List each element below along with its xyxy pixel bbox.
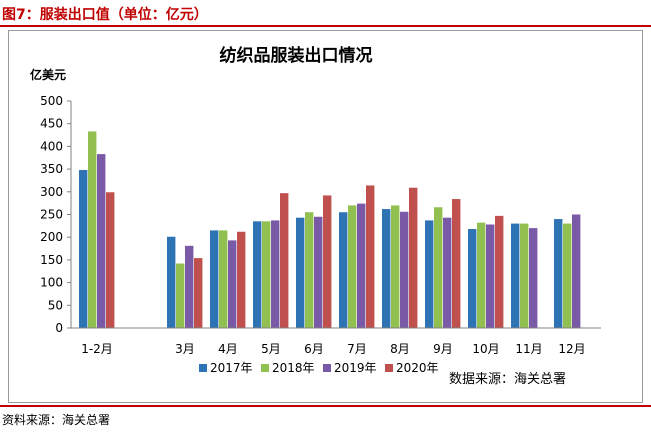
y-tick-label: 450	[40, 117, 63, 131]
legend-swatch	[199, 364, 207, 372]
bar-2018年-5月	[262, 221, 271, 328]
legend-label: 2019年	[334, 361, 377, 375]
bar-2020年-1-2月	[106, 192, 115, 328]
bar-2019年-12月	[572, 214, 581, 328]
bar-2018年-1-2月	[88, 131, 97, 328]
bar-2020年-5月	[280, 193, 289, 328]
bar-2017年-8月	[382, 209, 391, 328]
y-tick-label: 400	[40, 139, 63, 153]
bar-2017年-6月	[296, 217, 305, 328]
x-tick-label: 5月	[261, 342, 281, 356]
y-tick-label: 500	[40, 94, 63, 108]
x-tick-label: 1-2月	[81, 342, 113, 356]
bar-2017年-11月	[511, 223, 520, 328]
bar-2020年-10月	[495, 215, 504, 328]
bar-2018年-9月	[434, 207, 443, 328]
y-tick-label: 50	[48, 298, 63, 312]
bar-2019年-4月	[228, 240, 237, 328]
y-tick-label: 200	[40, 230, 63, 244]
x-tick-label: 9月	[433, 342, 453, 356]
x-tick-label: 4月	[218, 342, 238, 356]
figure-footer: 资料来源：海关总署	[0, 405, 651, 432]
bar-chart: 纺织品服装出口情况 亿美元 0 50 100 150 200 250 300 350 400 45…	[30, 45, 601, 387]
bar-2020年-3月	[194, 258, 203, 328]
y-tick-label: 0	[55, 321, 63, 335]
bar-2019年-11月	[529, 228, 538, 328]
bar-2019年-6月	[314, 216, 323, 328]
legend-label: 2017年	[210, 361, 253, 375]
chart-panel: 纺织品服装出口情况 亿美元 0 50 100 150 200 250 300 350 400 45…	[8, 30, 643, 403]
bar-2018年-10月	[477, 222, 486, 328]
legend-swatch	[261, 364, 269, 372]
bar-2019年-1-2月	[97, 154, 106, 328]
figure-header: 图7：服装出口值（单位：亿元）	[0, 0, 651, 27]
bar-2020年-9月	[452, 199, 461, 328]
bar-2018年-7月	[348, 205, 357, 328]
bar-2020年-7月	[366, 185, 375, 328]
bar-2017年-7月	[339, 212, 348, 328]
bar-2017年-3月	[167, 236, 176, 328]
legend-label: 2018年	[272, 361, 315, 375]
bar-2017年-5月	[253, 221, 262, 328]
x-tick-label: 7月	[347, 342, 367, 356]
y-tick-label: 100	[40, 276, 63, 290]
x-tick-label: 6月	[304, 342, 324, 356]
x-tick-label: 10月	[472, 342, 499, 356]
bar-2019年-10月	[486, 224, 495, 328]
y-tick-label: 150	[40, 253, 63, 267]
bar-2017年-12月	[554, 219, 563, 328]
bar-2019年-8月	[400, 211, 409, 328]
legend-swatch	[385, 364, 393, 372]
bar-2018年-3月	[176, 263, 185, 328]
y-tick-label: 300	[40, 185, 63, 199]
x-tick-label: 3月	[175, 342, 195, 356]
bar-2019年-9月	[443, 217, 452, 328]
bar-2018年-12月	[563, 223, 572, 328]
bar-2018年-4月	[219, 230, 228, 328]
bar-2019年-7月	[357, 203, 366, 328]
bar-2017年-4月	[210, 230, 219, 328]
source-note: 资料来源：海关总署	[2, 413, 111, 427]
legend: 2017年 2018年 2019年 2020年	[199, 361, 439, 375]
bar-2019年-3月	[185, 245, 194, 328]
bar-2018年-6月	[305, 212, 314, 328]
bar-2020年-8月	[409, 187, 418, 328]
figure-title: 图7：服装出口值（单位：亿元）	[2, 7, 208, 23]
y-tick-label: 350	[40, 162, 63, 176]
chart-title: 纺织品服装出口情况	[220, 45, 373, 66]
x-tick-label: 11月	[515, 342, 542, 356]
bar-2018年-11月	[520, 223, 529, 328]
x-tick-label: 8月	[390, 342, 410, 356]
bar-2017年-1-2月	[79, 170, 88, 328]
y-tick-label: 250	[40, 208, 63, 222]
bar-2019年-5月	[271, 220, 280, 328]
legend-label: 2020年	[396, 361, 439, 375]
y-axis-label: 亿美元	[30, 67, 66, 82]
x-tick-label: 12月	[558, 342, 585, 356]
bar-2018年-8月	[391, 205, 400, 328]
bar-2020年-4月	[237, 231, 246, 328]
bar-2017年-9月	[425, 220, 434, 328]
bar-2017年-10月	[468, 229, 477, 328]
bar-2020年-6月	[323, 195, 332, 328]
data-source-note: 数据来源：海关总署	[449, 372, 566, 387]
legend-swatch	[323, 364, 331, 372]
